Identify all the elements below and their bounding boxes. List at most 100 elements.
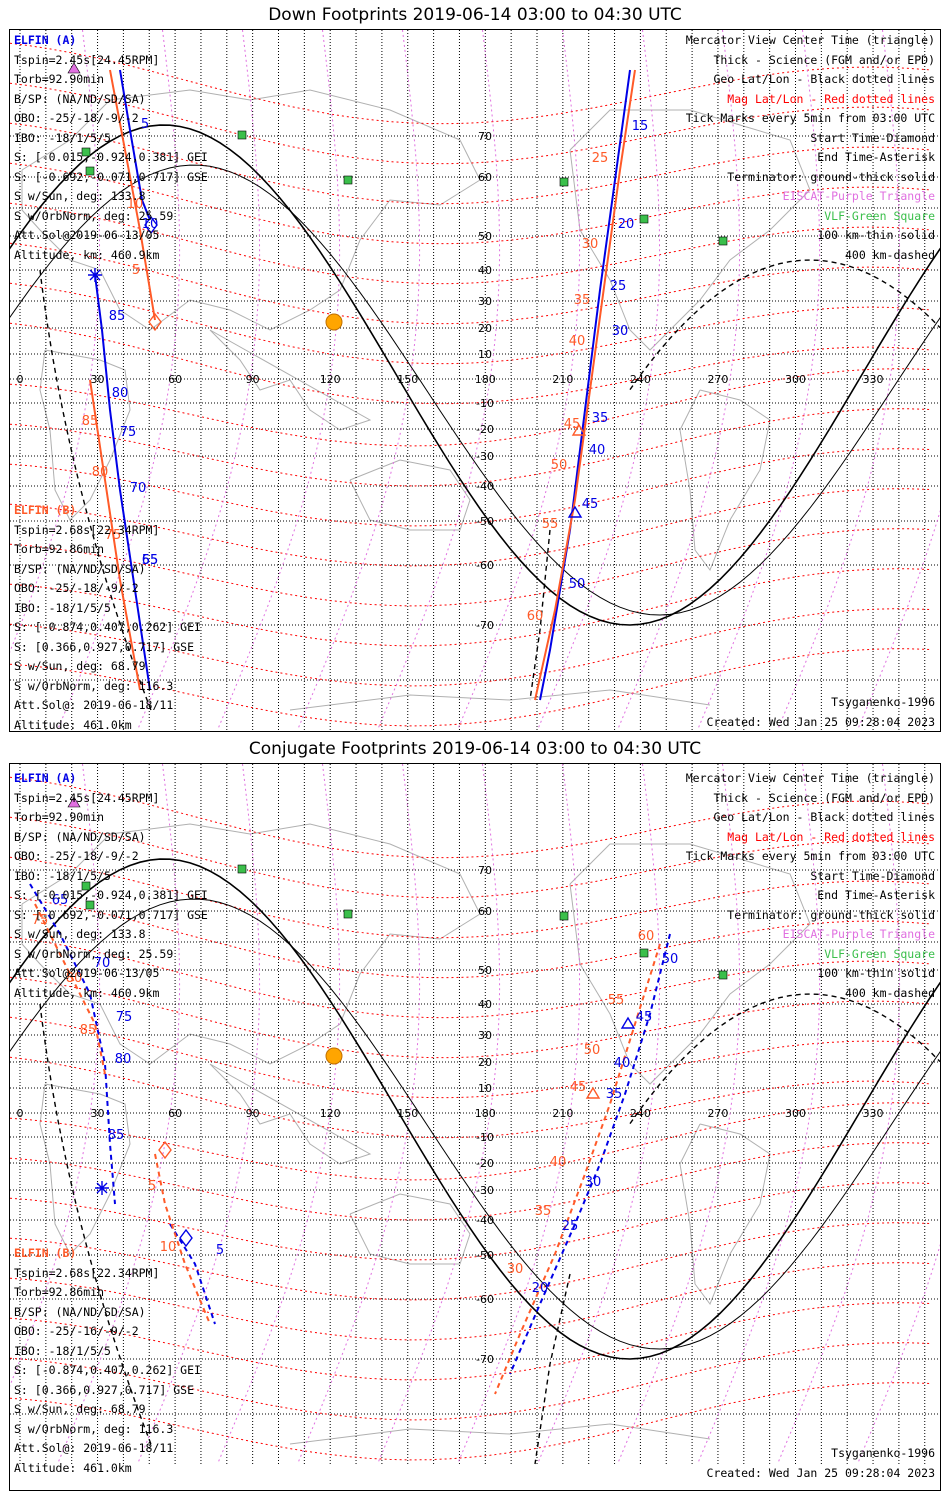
elfin-a-tick-label: 25 — [562, 1219, 579, 1234]
elfin-b-tick-label: 75 — [32, 913, 49, 928]
lon-tick-label: 150 — [397, 373, 418, 386]
continent-outline — [349, 1193, 471, 1265]
elfin-a-tick-label: 35 — [592, 411, 609, 426]
lon-tick-label: 300 — [785, 373, 806, 386]
elfin-b-track — [534, 69, 636, 701]
legend-item: EISCAT-Purple Triangle — [782, 927, 935, 941]
elfin-b-line: S: [0.366,0.927,0.717] GSE — [14, 639, 195, 654]
elfin-a-line: Tspin=2.45s[24.45RPM] — [14, 52, 160, 67]
vlf-square-icon — [718, 236, 728, 246]
lon-tick-label: 120 — [320, 373, 341, 386]
terminator-400km — [629, 993, 940, 1125]
center-triangle-icon — [571, 423, 587, 436]
lat-tick-label: 30 — [478, 1029, 492, 1042]
elfin-b-track — [109, 69, 156, 321]
end-asterisk-icon — [88, 268, 102, 282]
elfin-b-tick-label: 50 — [584, 1043, 601, 1058]
legend-item: VLF-Green Square — [824, 946, 935, 961]
lat-tick-label: -70 — [476, 1353, 494, 1366]
lon-tick-label: 60 — [168, 1107, 182, 1120]
vlf-square-icon — [343, 909, 353, 919]
lon-tick-label: 120 — [320, 1107, 341, 1120]
elfin-b-track — [89, 379, 141, 691]
model-label: Tsyganenko-1996 — [831, 1446, 935, 1460]
mag-meridian — [457, 30, 581, 731]
mag-parallel — [10, 816, 931, 899]
lat-tick-label: -40 — [476, 1214, 494, 1227]
vlf-square-icon — [639, 948, 649, 958]
continent-outline — [21, 823, 481, 1065]
terminator-ground — [10, 124, 940, 626]
elfin-a-line: S: [-0.692,-0.071,0.717] GSE — [14, 169, 208, 184]
elfin-b-tick-label: 80 — [66, 971, 83, 986]
legend-item: VLF-Green Square — [824, 208, 935, 223]
lat-tick-label: 20 — [478, 1056, 492, 1069]
elfin-b-info: ELFIN (B) Tspin=2.68s[22.34RPM] Torb=92.… — [14, 1244, 201, 1478]
mag-parallel — [10, 282, 931, 365]
elfin-b-tick-label: 40 — [569, 334, 586, 349]
start-diamond-icon — [148, 312, 162, 332]
elfin-b-tick-label: 5 — [132, 263, 140, 278]
elfin-b-tick-label: 10 — [160, 1240, 177, 1255]
legend-item: Terminator: ground-thick solid — [727, 907, 935, 922]
lon-tick-label: 180 — [475, 1107, 496, 1120]
elfin-b-tick-label: 55 — [608, 993, 625, 1008]
elfin-b-tick-label: 60 — [638, 929, 655, 944]
mag-meridian — [457, 764, 581, 1465]
mag-meridian — [777, 30, 901, 731]
elfin-a-tick-label: 40 — [589, 443, 606, 458]
mag-parallel — [10, 1222, 931, 1301]
legend: Mercator View Center Time (triangle) Thi… — [686, 769, 935, 1003]
elfin-b-line: S w/OrbNorm, deg: 116.3 — [14, 1421, 174, 1436]
elfin-a-tick-label: 30 — [585, 1175, 602, 1190]
legend-item: Thick - Science (FGM and/or EPD) — [713, 790, 935, 805]
mag-parallel — [10, 1262, 931, 1341]
elfin-a-tick-label: 5 — [216, 1243, 224, 1258]
eiscat-triangle-icon — [67, 62, 81, 74]
elfin-b-tick-label: 85 — [80, 1023, 97, 1038]
elfin-a-line: S w/OrbNorm, deg: 25.59 — [14, 208, 174, 223]
lat-tick-label: -60 — [476, 1293, 494, 1306]
elfin-b-label: ELFIN (B) — [14, 503, 77, 517]
eiscat-triangle-icon — [67, 796, 81, 808]
elfin-b-track — [494, 943, 661, 1395]
elfin-b-tick-label: 80 — [92, 465, 109, 480]
center-triangle-icon — [620, 1016, 636, 1029]
vlf-square-icon — [237, 864, 247, 874]
elfin-b-line: S: [0.366,0.927,0.717] GSE — [14, 1382, 195, 1397]
elfin-b-tick-label: 30 — [582, 237, 599, 252]
elfin-a-tick-label: 20 — [532, 1281, 549, 1296]
elfin-a-info: ELFIN (A) Tspin=2.45s[24.45RPM] Torb=92.… — [14, 31, 208, 265]
lat-tick-label: -10 — [476, 397, 494, 410]
elfin-b-tick-label: 40 — [550, 1155, 567, 1170]
elfin-a-line: Altitude, km: 460.9km — [14, 247, 160, 262]
elfin-b-line: S: [-0.874,0.407,0.262] GEI — [14, 1363, 201, 1377]
continent-outline — [209, 329, 372, 431]
elfin-b-line: B/SP: (NA/ND/SD/SA) — [14, 561, 146, 576]
mag-parallel — [10, 896, 931, 979]
legend-item: Mercator View Center Time (triangle) — [685, 771, 935, 785]
elfin-a-tick-label: 70 — [94, 956, 111, 971]
elfin-a-tick-label: 55 — [142, 553, 159, 568]
terminator-400km — [39, 1003, 152, 1445]
elfin-b-tick-label: 25 — [592, 151, 609, 166]
elfin-b-line: Tspin=2.68s[22.34RPM] — [14, 1265, 160, 1280]
legend-item: Thick - Science (FGM and/or EPD) — [713, 52, 935, 67]
legend-item: Mag Lat/Lon - Red dotted lines — [727, 91, 935, 106]
elfin-a-line: OBO: -25/-18/-9/-2 — [14, 849, 139, 863]
elfin-a-tick-label: 45 — [636, 1010, 653, 1025]
created-label: Created: Wed Jan 25 09:28:04 2023 — [706, 1466, 935, 1480]
mag-parallel — [10, 776, 931, 859]
elfin-a-tick-label: 45 — [582, 497, 599, 512]
legend-item: Terminator: ground-thick solid — [727, 169, 935, 184]
end-asterisk-icon — [95, 1181, 109, 1195]
elfin-a-tick-label: 25 — [610, 279, 627, 294]
lon-tick-label: 300 — [785, 1107, 806, 1120]
mag-parallel — [10, 202, 931, 285]
elfin-a-track — [94, 274, 151, 691]
elfin-b-line: IBO: -18/1/5/5 — [14, 1343, 111, 1358]
mag-parallel — [10, 1142, 931, 1221]
terminator-ground — [10, 858, 940, 1360]
elfin-b-tick-label: 75 — [105, 528, 122, 543]
center-triangle-icon — [585, 1086, 601, 1099]
